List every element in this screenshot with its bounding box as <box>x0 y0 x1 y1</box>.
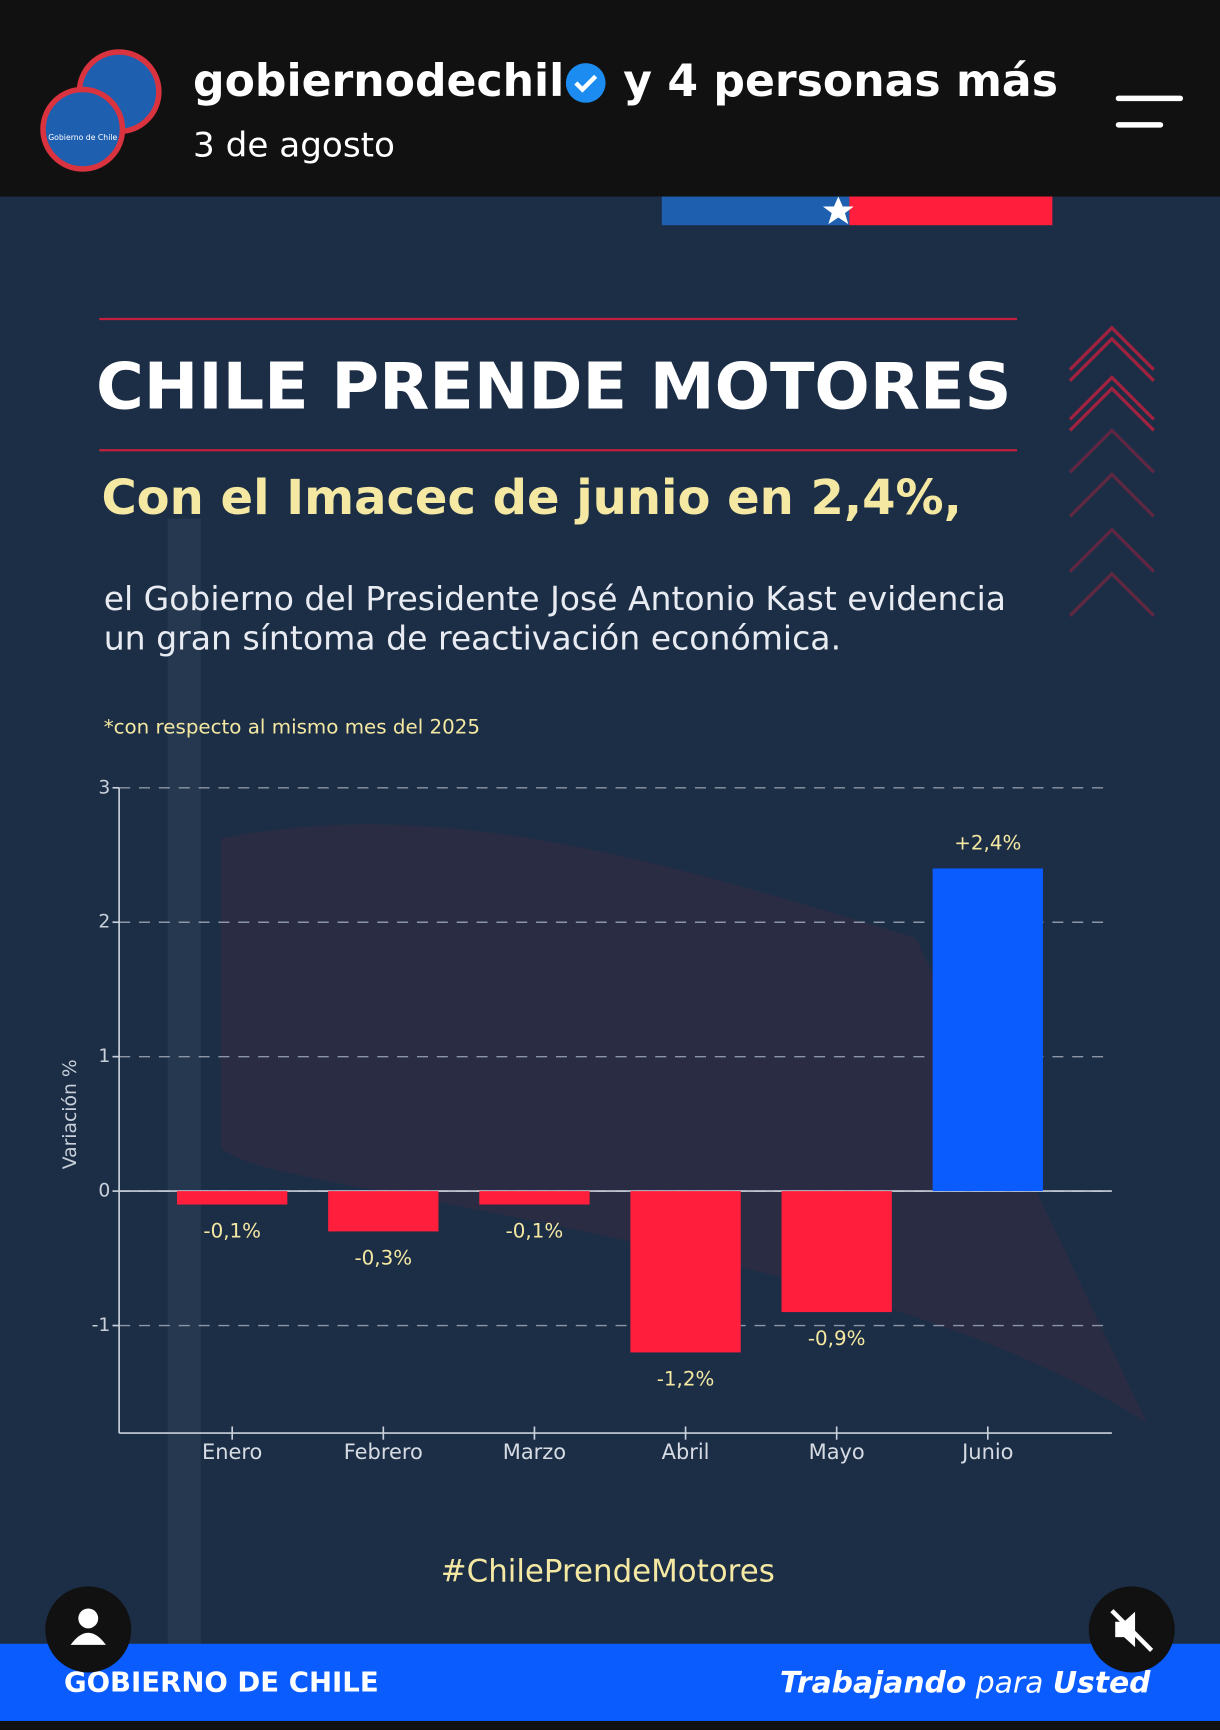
flag-strip-blue <box>661 196 850 226</box>
y-axis-label: Variación % <box>60 1059 81 1169</box>
chevron <box>1068 527 1155 617</box>
x-tick-label: Junio <box>960 1440 1013 1464</box>
bar <box>479 1191 590 1205</box>
verified-badge <box>565 63 606 103</box>
x-tick-label: Marzo <box>503 1440 566 1464</box>
slogan-part: para <box>975 1665 1044 1700</box>
badge-check <box>574 74 598 93</box>
value-label: -1,2% <box>657 1367 715 1390</box>
footer-band <box>0 1643 1220 1721</box>
chart: Variación % -1 0 1 2 3 Enero -0,1% Febrero -0,3% M… <box>60 777 1112 1464</box>
y-tick-label: 2 <box>98 912 110 933</box>
y-tick-label: 3 <box>98 777 110 798</box>
bar <box>328 1191 439 1232</box>
footer-brand: GOBIERNO DE CHILE <box>64 1665 379 1698</box>
footer-slogan: Trabajando para Usted <box>780 1665 1151 1700</box>
x-tick-label: Febrero <box>344 1440 423 1464</box>
hashtag[interactable]: #ChilePrendeMotores <box>441 1554 775 1590</box>
x-tick-label: Mayo <box>809 1440 865 1464</box>
flag-strip-red <box>849 196 1053 226</box>
chevron <box>1068 325 1155 382</box>
person-body <box>70 1632 106 1645</box>
avatar-front <box>40 86 126 172</box>
slogan-part: Trabajando <box>780 1665 966 1700</box>
x-tick-label: Abril <box>662 1440 710 1464</box>
value-label: +2,4% <box>954 832 1021 855</box>
post-body: el Gobierno del Presidente José Antonio … <box>104 579 1006 618</box>
chevrons <box>1068 325 1155 617</box>
post-body: un gran síntoma de reactivación económic… <box>104 618 841 657</box>
flag-star <box>822 196 854 225</box>
button-circle <box>45 1586 132 1673</box>
chart-note: *con respecto al mismo mes del 2025 <box>104 716 480 739</box>
bar <box>932 868 1043 1192</box>
value-label: -0,1% <box>506 1220 564 1243</box>
mute-button[interactable] <box>1088 1586 1175 1673</box>
chevron <box>1068 375 1155 432</box>
account-name[interactable]: gobiernodechile <box>193 56 594 107</box>
mute-slash <box>1110 1609 1154 1652</box>
tagged-people-button[interactable] <box>45 1586 132 1673</box>
value-label: -0,1% <box>203 1220 261 1243</box>
y-tick-label: 0 <box>98 1181 110 1202</box>
y-tick-label: 1 <box>98 1046 110 1067</box>
bottom-bar <box>0 1720 1220 1730</box>
bar <box>781 1191 892 1313</box>
post-date: 3 de agosto <box>193 125 395 165</box>
header-bar <box>0 0 1220 197</box>
logo-text: Gobierno de Chile <box>48 133 117 142</box>
person-head <box>78 1608 99 1629</box>
menu-button[interactable] <box>1115 95 1184 128</box>
avatar[interactable]: Gobierno de Chile <box>40 49 162 172</box>
value-label: -0,3% <box>355 1247 413 1270</box>
flagpole <box>167 518 201 1721</box>
value-label: -0,9% <box>808 1327 866 1350</box>
x-tick-label: Enero <box>202 1440 262 1464</box>
flag-shadow <box>220 824 1148 1424</box>
co-authors[interactable]: y 4 personas más <box>623 56 1058 107</box>
bar <box>630 1191 741 1353</box>
post-subtitle: Con el Imacec de junio en 2,4%, <box>101 470 961 526</box>
y-tick-label: -1 <box>92 1315 111 1336</box>
speaker-icon <box>1115 1611 1136 1648</box>
bar <box>177 1191 288 1205</box>
chevron <box>1068 428 1155 518</box>
badge-circle <box>565 63 606 103</box>
post-title: CHILE PRENDE MOTORES <box>96 350 1012 424</box>
